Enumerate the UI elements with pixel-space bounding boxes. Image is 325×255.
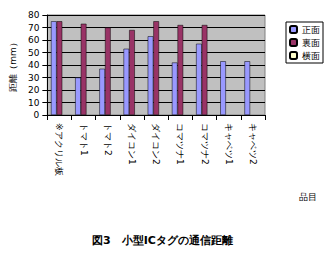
svg-text:※アクリル板: ※アクリル板 <box>54 123 64 176</box>
svg-text:正面: 正面 <box>302 25 320 35</box>
svg-text:キャベツ1: キャベツ1 <box>224 123 234 165</box>
svg-text:コマツナ2: コマツナ2 <box>200 123 210 165</box>
svg-text:ダイコン2: ダイコン2 <box>151 123 161 165</box>
svg-text:60: 60 <box>28 35 40 45</box>
svg-text:トマト1: トマト1 <box>79 123 89 156</box>
svg-text:キャベツ2: キャベツ2 <box>248 123 258 165</box>
svg-text:50: 50 <box>28 48 40 58</box>
svg-text:0: 0 <box>34 110 40 120</box>
svg-text:80: 80 <box>28 10 40 20</box>
svg-text:距離（mm）: 距離（mm） <box>8 38 18 92</box>
svg-text:20: 20 <box>28 85 40 95</box>
svg-text:横面: 横面 <box>302 51 320 61</box>
svg-text:図3 小型ICタグの通信距離: 図3 小型ICタグの通信距離 <box>92 234 233 247</box>
svg-text:40: 40 <box>28 60 40 70</box>
svg-text:30: 30 <box>28 73 40 83</box>
svg-text:裏面: 裏面 <box>302 38 320 48</box>
svg-text:10: 10 <box>28 98 40 108</box>
svg-text:コマツナ1: コマツナ1 <box>175 123 185 165</box>
svg-text:70: 70 <box>28 23 40 33</box>
svg-text:トマト2: トマト2 <box>103 123 113 156</box>
svg-text:品目: 品目 <box>299 192 317 202</box>
svg-text:ダイコン1: ダイコン1 <box>127 123 137 165</box>
